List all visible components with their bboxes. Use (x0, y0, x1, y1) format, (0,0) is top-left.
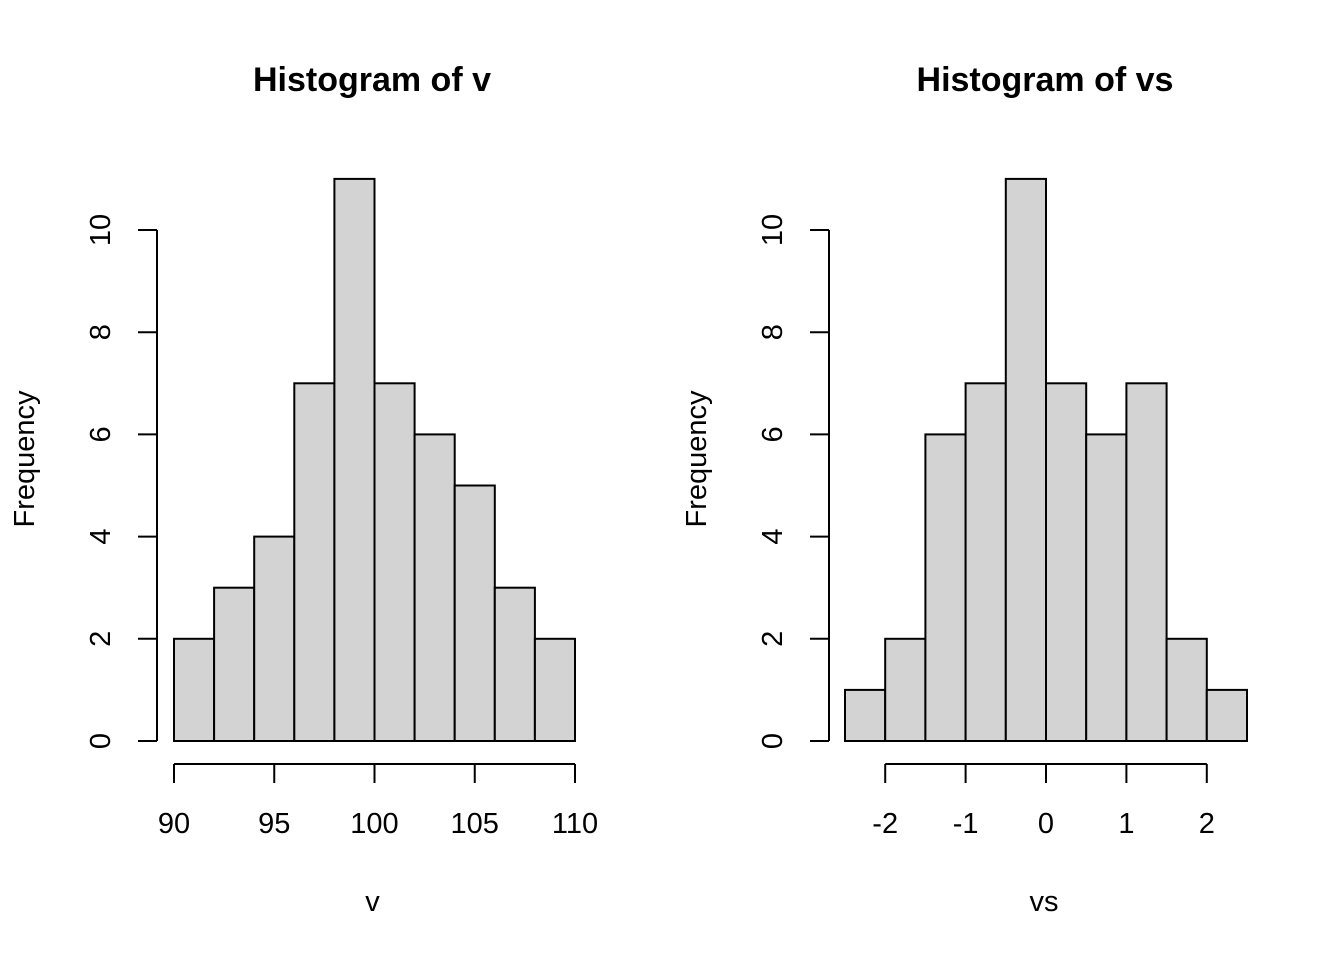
panel-1-histogram-bar (493, 586, 536, 743)
panel-1-histogram-bar (333, 177, 376, 742)
panel-1-x-tick-label: 105 (451, 808, 499, 840)
panel-2-x-tick-label: 1 (1118, 808, 1134, 840)
panel-1-chart-title: Histogram of v (253, 61, 491, 99)
panel-1-histogram-bar (173, 637, 216, 742)
panel-2-histogram-bar (844, 688, 887, 743)
panel-1-x-tick-label: 100 (350, 808, 398, 840)
panel-2-y-axis-label: Frequency (681, 390, 713, 528)
panel-1-x-tick-label: 95 (258, 808, 290, 840)
panel-1-x-axis-label: v (365, 886, 380, 918)
panel-2-y-tick-label: 2 (757, 631, 789, 647)
panel-1-y-tick-label: 8 (85, 324, 117, 340)
panel-1-histogram-bar (373, 382, 416, 742)
panel-2-y-tick-label: 10 (757, 214, 789, 246)
panel-1-y-tick-label: 4 (85, 529, 117, 545)
panel-2-histogram-bar (924, 433, 967, 742)
panel-2-histogram-bar (1085, 433, 1128, 742)
panel-2-histogram-bar (1045, 382, 1088, 742)
panel-2-histogram-bar (964, 382, 1007, 742)
panel-1-y-tick-label: 2 (85, 631, 117, 647)
panel-2-x-tick-label: -2 (872, 808, 898, 840)
panel-1-y-tick-label: 6 (85, 426, 117, 442)
panel-2-histogram-bar (1165, 637, 1208, 742)
panel-2-x-tick-label: 0 (1038, 808, 1054, 840)
panel-1-histogram-bar (213, 586, 256, 743)
panel-1-histogram-bar (253, 535, 296, 742)
panel-1-histogram-bar (293, 382, 336, 742)
panel-1-x-tick-label: 90 (158, 808, 190, 840)
panel-1-histogram-bar (453, 484, 496, 742)
panel-1-histogram-bar (413, 433, 456, 742)
panel-2-y-tick-label: 8 (757, 324, 789, 340)
panel-2-histogram-bar (1205, 688, 1249, 743)
panel-2-chart-title: Histogram of vs (917, 61, 1174, 99)
panel-2-x-axis-label: vs (1030, 886, 1059, 918)
panel-1-histogram-bar (533, 637, 577, 742)
panel-2-histogram-bar (884, 637, 927, 742)
panel-2-x-tick-label: -1 (953, 808, 979, 840)
panel-2-y-tick-label: 4 (757, 529, 789, 545)
panel-1-y-tick-label: 0 (85, 733, 117, 749)
panel-1-x-tick-label: 110 (552, 808, 598, 840)
panel-1-y-axis-label: Frequency (9, 390, 41, 528)
panel-2-histogram-bar (1125, 382, 1168, 742)
panel-1-y-tick-label: 10 (85, 214, 117, 246)
panel-2-histogram-bar (1004, 177, 1047, 742)
panel-2-y-tick-label: 0 (757, 733, 789, 749)
panel-2-x-tick-label: 2 (1199, 808, 1215, 840)
panel-2-y-tick-label: 6 (757, 426, 789, 442)
